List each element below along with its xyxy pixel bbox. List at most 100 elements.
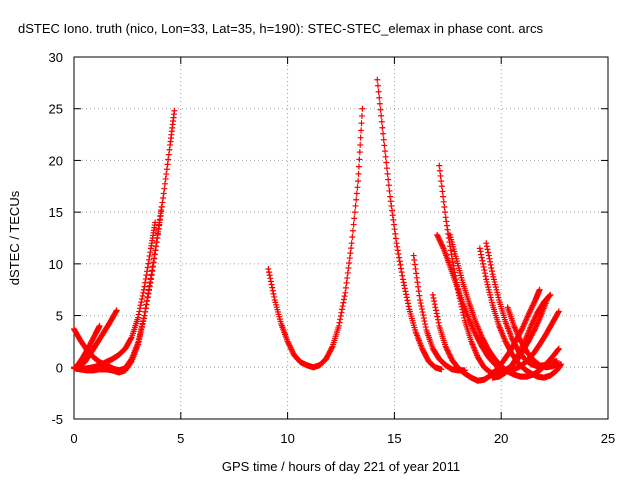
data-point [161,185,168,192]
data-point [142,279,149,286]
data-point [536,286,543,293]
data-point [555,345,562,352]
data-point [546,292,553,299]
data-point [96,322,103,329]
data-point [437,172,444,179]
data-point [516,349,523,356]
x-tick-label: 25 [601,431,615,446]
data-point [387,198,394,205]
data-point [151,255,158,262]
data-point [438,183,445,190]
data-point [392,235,399,242]
data-point [386,187,393,194]
data-point [171,107,178,114]
data-point [266,272,273,279]
data-point [443,218,450,225]
data-point [135,311,142,318]
data-point [555,309,562,316]
data-point [527,307,534,314]
data-point [530,318,537,325]
data-point [141,312,148,319]
data-point [358,127,365,134]
data-point [376,100,383,107]
data-point [270,290,277,297]
data-point [355,170,362,177]
data-point [380,136,387,143]
data-point [284,338,291,345]
data-point [438,178,445,185]
data-point [160,190,167,197]
axis-ticks: 0 5 10 15 20 25 -5 0 5 10 15 20 25 30 [49,50,616,446]
y-tick-label: 0 [56,360,63,375]
data-point [518,345,525,352]
data-point [161,180,168,187]
data-point [441,203,448,210]
data-point [489,268,496,275]
data-point [376,94,383,101]
x-axis-label: GPS time / hours of day 221 of year 2011 [222,459,460,474]
data-point [287,343,294,350]
data-point [285,341,292,348]
data-point [518,326,525,333]
data-point [444,226,451,233]
data-point [488,264,495,271]
data-point [267,275,274,282]
data-point [383,165,390,172]
data-point [486,255,493,262]
data-point [410,252,417,259]
data-point [338,309,345,316]
data-point [266,269,273,276]
data-point [128,335,135,342]
data-point [520,341,527,348]
data-point [519,342,526,349]
data-point [436,162,443,169]
y-tick-label: 20 [49,153,63,168]
data-point [384,170,391,177]
data-point [480,263,487,270]
data-point [431,298,438,305]
data-point [390,221,397,228]
data-point [138,299,145,306]
data-point [146,252,153,259]
data-point [287,345,294,352]
data-point [137,305,144,312]
data-point [140,315,147,322]
data-point [349,227,356,234]
data-point [339,306,346,313]
data-point [142,275,149,282]
data-point [345,264,352,271]
data-point [354,184,361,191]
data-point [136,308,143,315]
data-point [137,329,144,336]
data-point [478,251,485,258]
data-point [531,299,538,306]
data-point [416,292,423,299]
data-point [484,246,491,253]
data-point [445,348,452,355]
data-point [144,268,151,275]
data-point [374,76,381,83]
data-point [433,310,440,317]
data-point [147,279,154,286]
data-point [421,318,428,325]
data-point [420,315,427,322]
data-point [447,354,454,361]
data-series-3 [71,219,159,373]
data-series [71,76,565,384]
data-point [144,294,151,301]
data-point [289,349,296,356]
data-point [135,341,142,348]
data-point [158,203,165,210]
data-point [269,284,276,291]
data-point [525,310,532,317]
data-point [352,202,359,209]
x-tick-label: 20 [494,431,508,446]
data-series-5 [73,322,103,371]
data-point [159,199,166,206]
data-point [135,314,142,321]
data-point [353,196,360,203]
data-point [378,118,385,125]
data-point [434,233,441,240]
data-point [405,300,412,307]
